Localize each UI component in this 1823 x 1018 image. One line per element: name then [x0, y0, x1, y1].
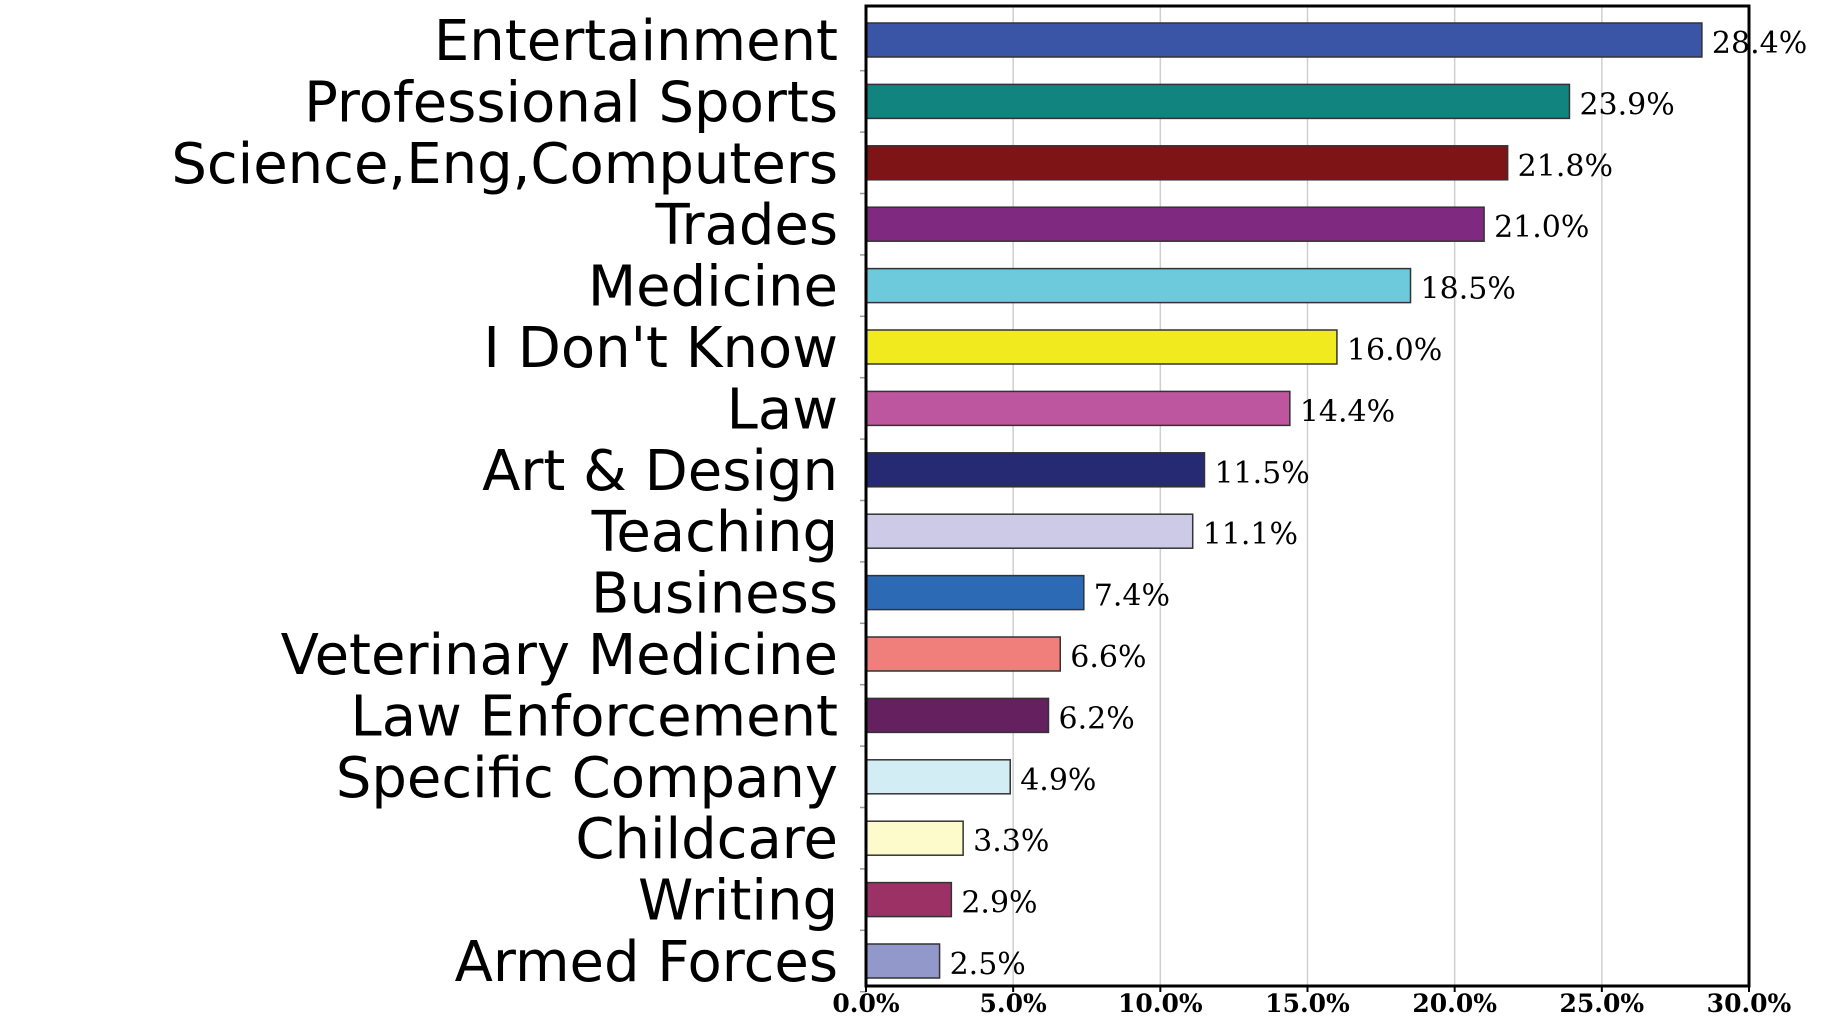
bar: [865, 206, 1485, 242]
x-tick-label: 15.0%: [1265, 989, 1350, 1018]
value-label: 7.4%: [1094, 579, 1170, 614]
value-label: 21.0%: [1494, 210, 1589, 245]
value-label: 2.5%: [950, 947, 1026, 982]
category-label: Law Enforcement: [351, 684, 838, 749]
value-label: 18.5%: [1421, 272, 1516, 307]
x-axis-ticks: 0.0% 5.0% 10.0% 15.0% 20.0% 25.0% 30.0%: [832, 986, 1792, 1018]
bar: [865, 881, 953, 918]
value-label: 23.9%: [1579, 87, 1674, 122]
value-label: 4.9%: [1020, 763, 1096, 798]
category-label: Medicine: [588, 255, 838, 320]
value-label: 14.4%: [1300, 394, 1395, 429]
value-label: 3.3%: [973, 824, 1049, 859]
category-label: Writing: [638, 869, 838, 934]
bar: [865, 22, 1703, 58]
bars: [860, 22, 1703, 993]
bar: [865, 452, 1206, 488]
category-label: Trades: [655, 193, 839, 258]
value-label: 11.1%: [1203, 517, 1298, 552]
category-label: Art & Design: [482, 439, 838, 504]
category-label: Entertainment: [434, 9, 838, 74]
bar: [865, 267, 1412, 304]
x-tick-label: 30.0%: [1707, 989, 1792, 1018]
x-tick-label: 5.0%: [980, 989, 1047, 1018]
bar: [865, 697, 1050, 734]
bar: [865, 145, 1509, 181]
x-tick-label: 20.0%: [1412, 989, 1497, 1018]
value-label: 16.0%: [1347, 333, 1442, 368]
category-label: Science,Eng,Computers: [171, 132, 838, 197]
category-label: Specific Company: [336, 746, 838, 811]
bar: [865, 83, 1571, 120]
value-label: 21.8%: [1518, 149, 1613, 184]
category-label: I Don't Know: [483, 316, 838, 381]
value-label: 28.4%: [1712, 26, 1807, 61]
x-tick-label: 25.0%: [1560, 989, 1645, 1018]
bar: [865, 943, 941, 979]
bar: [865, 636, 1062, 672]
x-tick-label: 0.0%: [832, 989, 899, 1018]
bar: [865, 820, 964, 856]
bar: [865, 390, 1291, 427]
category-label: Childcare: [575, 807, 838, 872]
value-label: 11.5%: [1214, 456, 1309, 491]
category-label: Armed Forces: [455, 930, 838, 995]
bar: [865, 513, 1194, 549]
value-labels: 28.4% 23.9% 21.8% 21.0% 18.5% 16.0% 14.4% 11.5%…: [950, 26, 1808, 982]
x-tick-label: 10.0%: [1118, 989, 1203, 1018]
value-label: 6.2%: [1058, 701, 1134, 736]
value-label: 2.9%: [961, 886, 1037, 921]
category-label: Teaching: [591, 500, 838, 565]
category-label: Law: [727, 377, 838, 442]
category-label: Veterinary Medicine: [281, 623, 838, 688]
category-label: Business: [591, 562, 838, 627]
bar: [865, 574, 1085, 611]
value-label: 6.6%: [1070, 640, 1146, 675]
category-label: Professional Sports: [304, 70, 838, 135]
bar: [865, 759, 1011, 795]
bar: [865, 329, 1338, 365]
